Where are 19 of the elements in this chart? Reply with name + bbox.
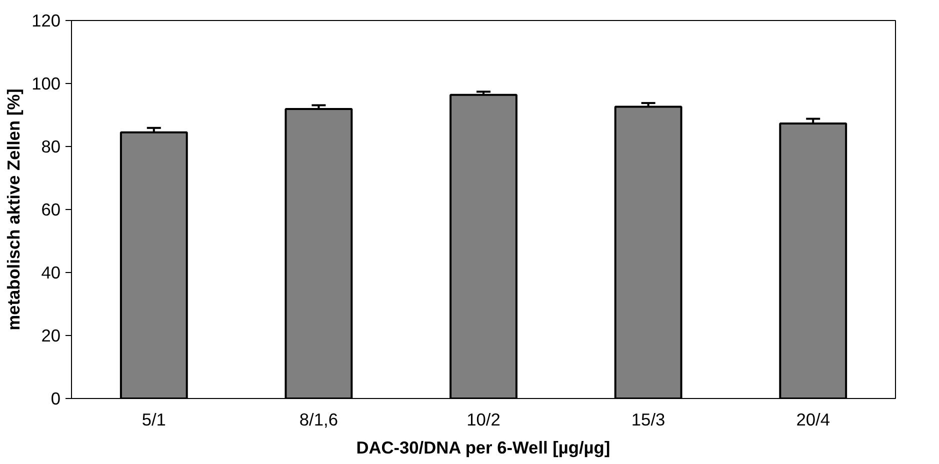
x-tick-label: 10/2 bbox=[466, 410, 500, 430]
x-tick-label: 20/4 bbox=[796, 410, 830, 430]
y-tick-label: 60 bbox=[41, 200, 61, 220]
y-tick-label: 0 bbox=[50, 388, 61, 408]
x-tick-label: 15/3 bbox=[631, 410, 666, 430]
y-tick-label: 120 bbox=[32, 10, 61, 30]
bar bbox=[779, 122, 848, 398]
y-tick-label: 20 bbox=[41, 326, 61, 346]
y-tick-label: 100 bbox=[32, 74, 61, 94]
bar bbox=[450, 94, 518, 398]
x-tick-label: 8/1,6 bbox=[299, 410, 338, 430]
bar bbox=[614, 106, 682, 398]
bar bbox=[284, 108, 353, 398]
x-axis-title: DAC-30/DNA per 6-Well [µg/µg] bbox=[356, 438, 610, 458]
y-tick-label: 80 bbox=[41, 136, 61, 156]
x-tick-label: 5/1 bbox=[142, 410, 166, 430]
y-axis-title: metabolisch aktive Zellen [%] bbox=[4, 88, 24, 330]
bar bbox=[120, 131, 188, 398]
y-tick-label: 40 bbox=[41, 262, 61, 282]
